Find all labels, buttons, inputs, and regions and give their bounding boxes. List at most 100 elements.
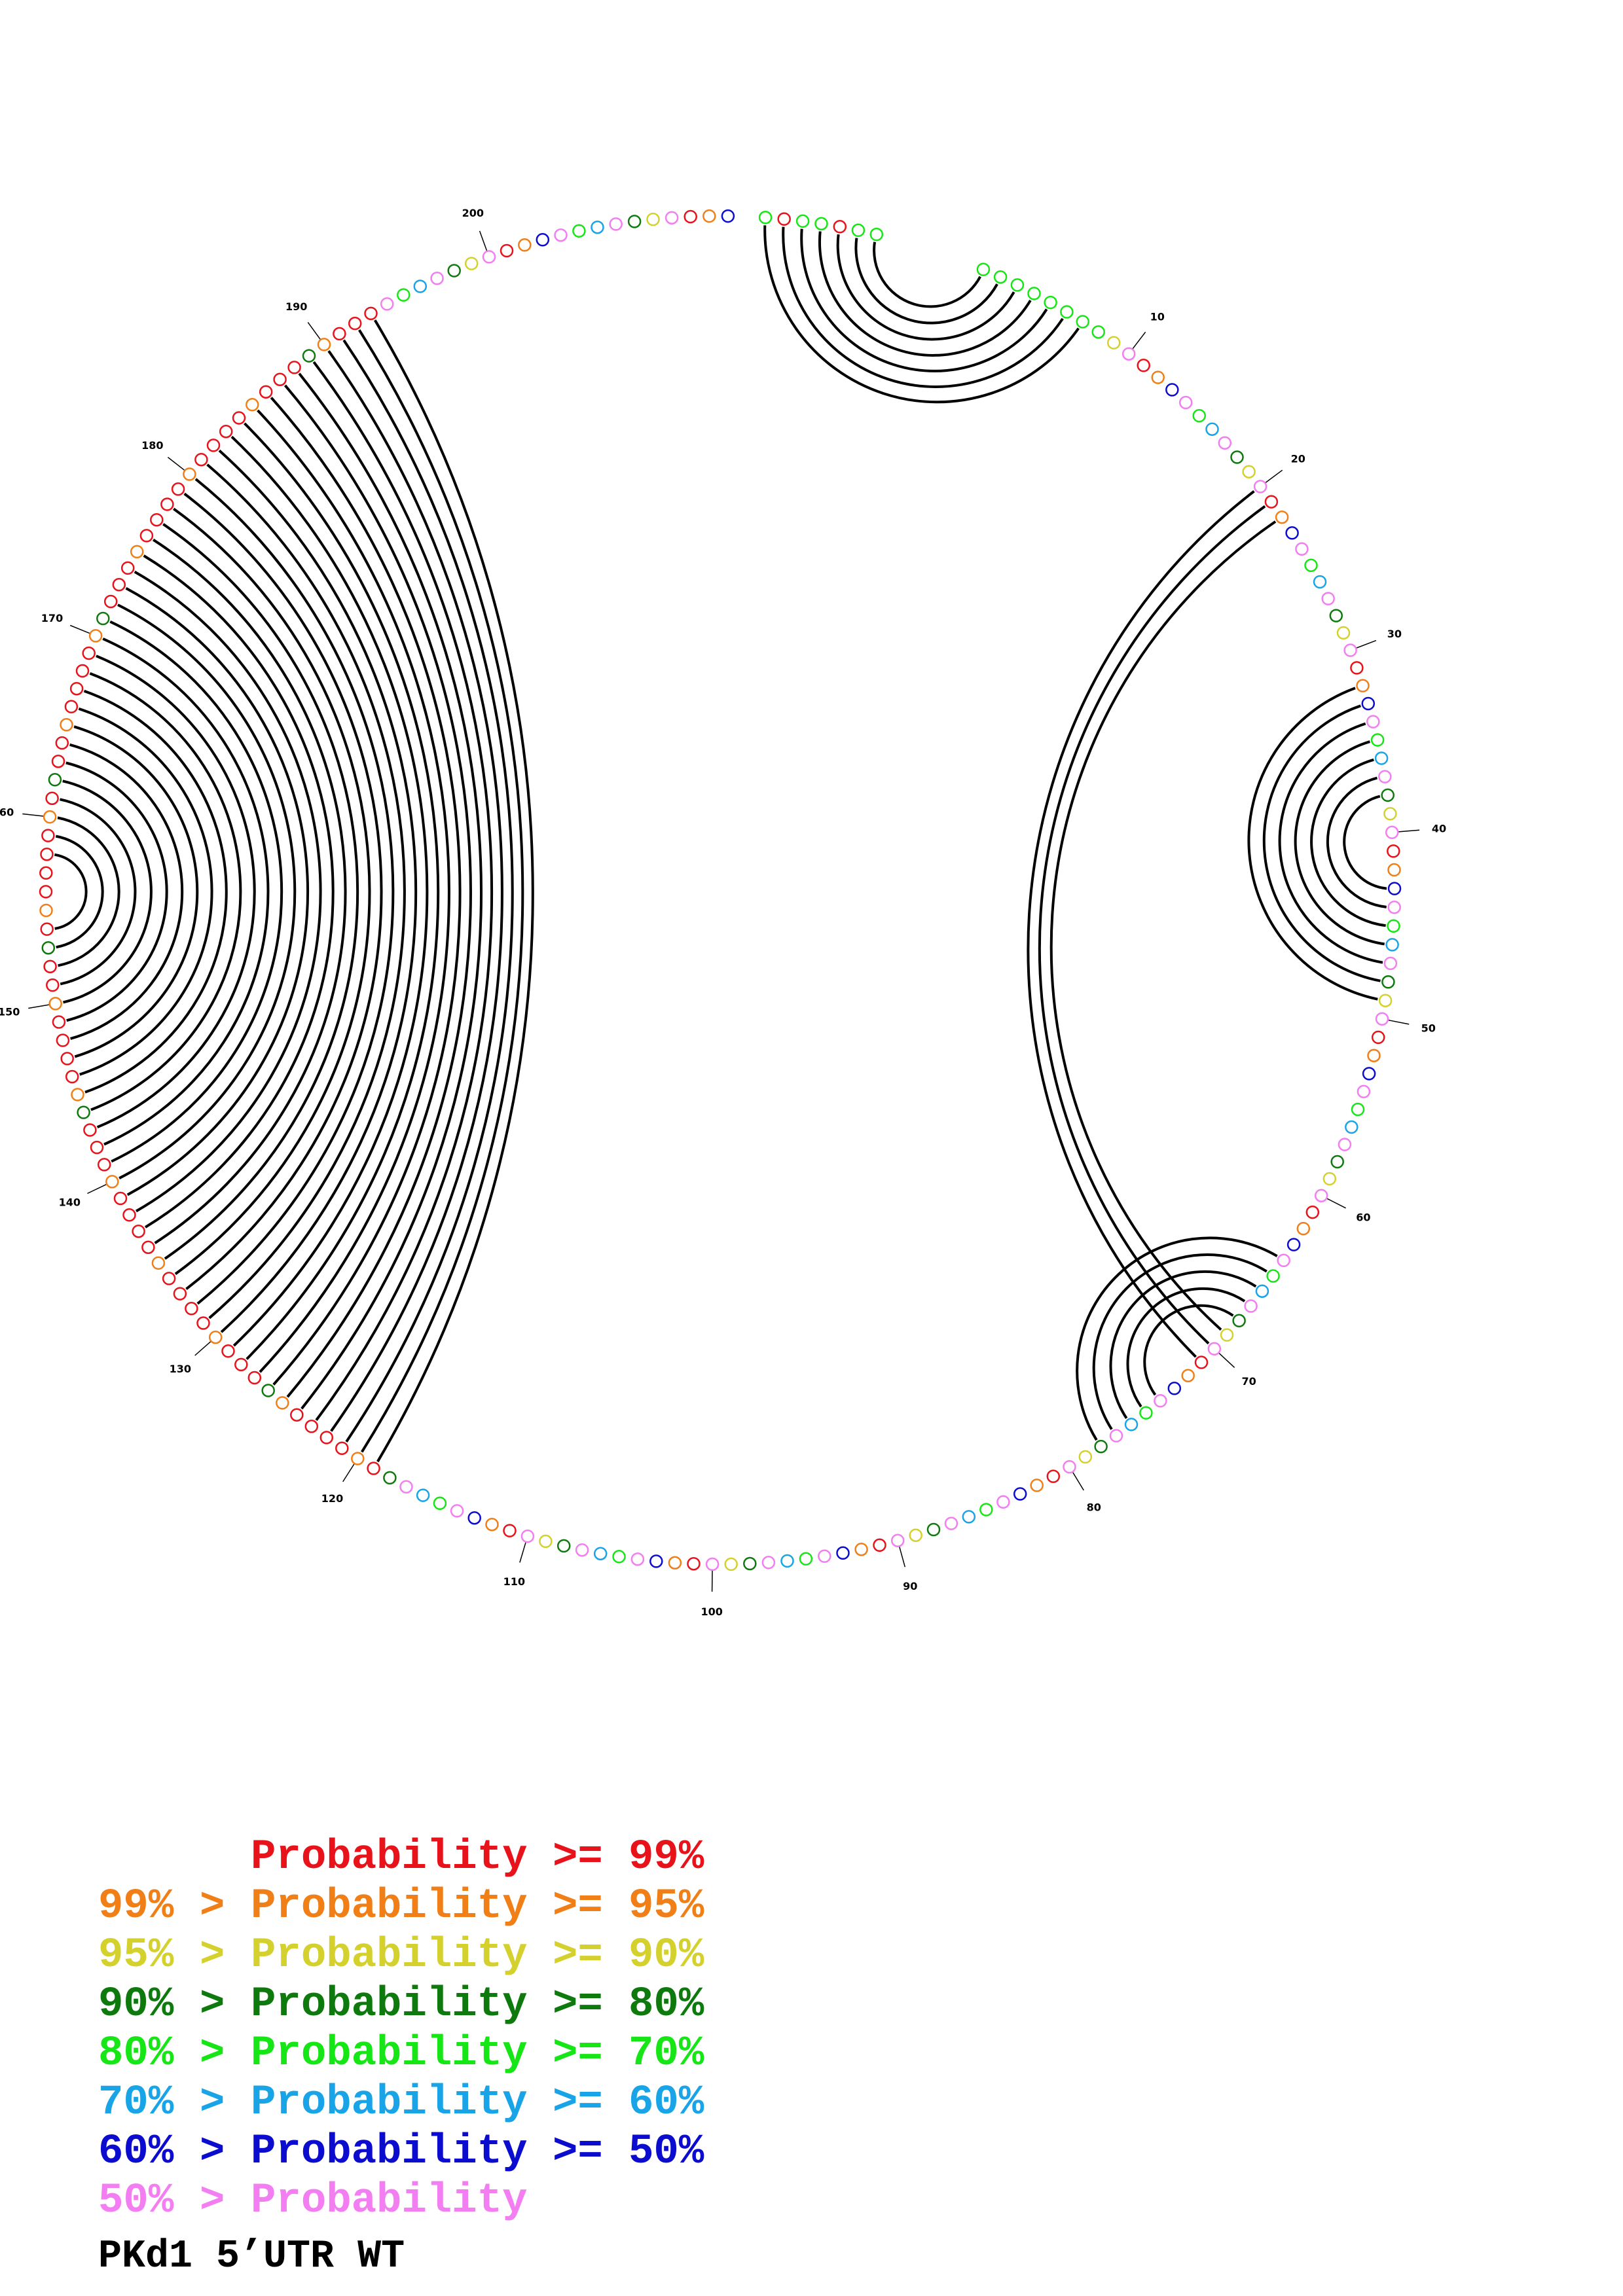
base-pair-arc [117, 603, 297, 1179]
nucleotide-marker [1060, 305, 1074, 319]
nucleotide-marker [705, 1557, 720, 1571]
legend-value: 95% [629, 1883, 704, 1930]
nucleotide-marker [1338, 1138, 1352, 1151]
legend-operator: > [200, 2079, 225, 2126]
base-pair-arc [54, 853, 88, 930]
nucleotide-marker [1167, 1382, 1182, 1395]
nucleotide-marker [259, 385, 273, 399]
nucleotide-marker [758, 211, 773, 224]
legend-operator: >= [553, 2079, 603, 2126]
nucleotide-marker [833, 220, 847, 234]
nucleotide-marker [1242, 465, 1256, 478]
legend-operator: > [200, 2128, 225, 2176]
nucleotide-marker [1304, 558, 1318, 572]
nucleotide-marker [609, 217, 623, 231]
legend-value: 90% [629, 1932, 704, 1979]
nucleotide-marker [1321, 592, 1335, 605]
legend-entry: 50% > Probability [98, 2180, 553, 2222]
nucleotide-marker [1013, 1487, 1027, 1501]
nucleotide-marker [909, 1528, 922, 1542]
nucleotide-marker [120, 561, 135, 575]
nucleotide-marker [1207, 1342, 1222, 1356]
base-pair-arc [1343, 795, 1387, 890]
base-pair-arcs [54, 225, 1387, 1463]
legend-value: 80% [629, 1981, 704, 2028]
nucleotide-marker [82, 646, 96, 660]
nucleotide-marker [1094, 1439, 1108, 1454]
nucleotide-marker [1322, 1172, 1337, 1186]
base-pair-arc [218, 449, 418, 1333]
nucleotide-marker [90, 1140, 104, 1155]
nucleotide-marker [1106, 336, 1121, 350]
nucleotide-marker [836, 1546, 850, 1560]
position-tick [1398, 829, 1420, 833]
nucleotide-marker [851, 223, 866, 238]
position-label: 70 [1241, 1375, 1256, 1388]
legend-operator: >= [553, 1883, 603, 1930]
nucleotide-marker [854, 1542, 868, 1556]
nucleotide-marker [1350, 661, 1364, 675]
base-pair-arc [65, 761, 168, 1022]
nucleotide-marker [591, 220, 604, 234]
nucleotide-marker [364, 306, 378, 321]
nucleotide-marker [41, 941, 56, 955]
nucleotide-marker [1351, 1102, 1365, 1117]
nucleotide-marker [1165, 383, 1179, 397]
nucleotide-marker [593, 1547, 608, 1560]
nucleotide-marker [234, 1357, 248, 1372]
base-pair-arc [244, 422, 440, 1360]
nucleotide-marker [721, 209, 735, 223]
base-pair-arc [153, 539, 347, 1244]
nucleotide-marker [1387, 882, 1402, 895]
nucleotide-marker [380, 297, 394, 311]
nucleotide-marker [518, 238, 532, 252]
base-pair-arc [1262, 704, 1381, 982]
nucleotide-marker [56, 1033, 70, 1047]
legend-label: Probability [251, 2079, 528, 2126]
position-tick [479, 230, 488, 251]
nucleotide-marker [979, 1503, 993, 1516]
nucleotide-marker [1076, 315, 1089, 329]
nucleotide-marker [83, 1123, 97, 1137]
nucleotide-marker [351, 1452, 365, 1465]
base-pair-arc [183, 492, 383, 1290]
base-pair-arc [270, 397, 462, 1386]
nucleotide-marker [1255, 1284, 1269, 1298]
base-pair-arc [373, 319, 534, 1463]
nucleotide-marker [196, 1316, 210, 1330]
base-pair-arc [89, 672, 242, 1111]
nucleotide-marker [69, 681, 84, 696]
nucleotide-marker [65, 1069, 79, 1084]
legend-operator: > [200, 1883, 225, 1930]
base-pair-arc [102, 637, 270, 1146]
nucleotide-marker [1139, 1406, 1153, 1420]
base-pair-arc [257, 409, 450, 1373]
nucleotide-marker [1264, 495, 1279, 509]
nucleotide-marker [1296, 1221, 1311, 1236]
nucleotide-marker [433, 1496, 447, 1511]
nucleotide-marker [1192, 408, 1206, 423]
nucleotide-marker [367, 1462, 380, 1475]
legend-label: Probability [251, 2030, 528, 2077]
nucleotide-marker [1178, 395, 1193, 410]
legend-label: Probability [251, 2178, 528, 2225]
nucleotide-marker [1387, 844, 1400, 858]
nucleotide-marker [464, 257, 479, 270]
base-pair-arc [1278, 722, 1383, 964]
nucleotide-marker [1027, 287, 1041, 300]
position-tick [1356, 639, 1377, 649]
legend-prefix: 60% [98, 2128, 174, 2176]
base-pair-arc [230, 435, 429, 1347]
nucleotide-marker [500, 243, 514, 258]
nucleotide-marker [416, 1488, 430, 1502]
position-label: 50 [1421, 1022, 1436, 1035]
base-pair-arc [854, 238, 998, 325]
nucleotide-marker [1109, 1429, 1123, 1443]
nucleotide-marker [1343, 643, 1357, 657]
nucleotide-marker [171, 482, 185, 496]
nucleotide-marker [1314, 1189, 1328, 1202]
nucleotide-marker [194, 452, 208, 467]
rna-circle-diagram: 10 20 30 40 50 60 70 80 90 100 110 120 130 140 150 160 1… [0, 207, 1446, 1618]
nucleotide-marker [818, 1549, 831, 1563]
nucleotide-marker [1253, 480, 1267, 493]
